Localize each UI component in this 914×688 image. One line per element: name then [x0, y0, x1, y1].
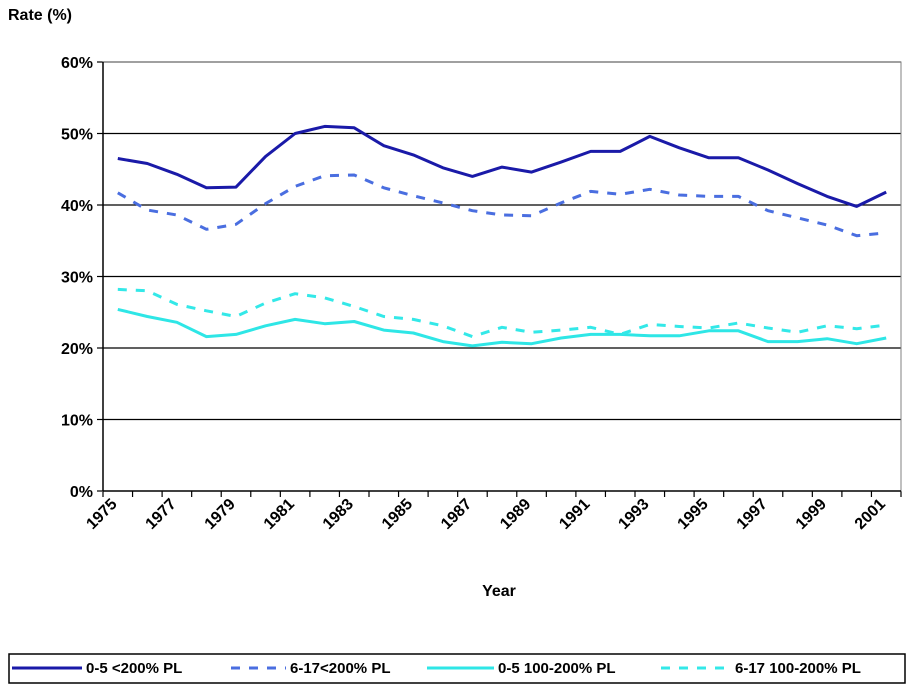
y-tick-label: 30%: [61, 270, 93, 287]
legend-label-4: 6-17 100-200% PL: [735, 660, 861, 677]
legend-box: [8, 653, 906, 684]
x-tick-label: 1993: [615, 496, 652, 533]
series-line-4: [117, 287, 887, 339]
series-line-1: [117, 124, 887, 208]
series-lines: [117, 124, 887, 348]
x-tick-label: 1983: [320, 496, 357, 533]
x-axis-title: Year: [482, 583, 516, 600]
x-tick-label: 1991: [556, 496, 593, 533]
x-tick-label: 1979: [202, 496, 239, 533]
x-tick-label: 2001: [852, 496, 889, 533]
x-tick-label: 1995: [675, 496, 712, 533]
legend: 0-5 <200% PL 6-17<200% PL 0-5 100-200% PL 6…: [8, 653, 906, 684]
y-tick-label: 60%: [61, 55, 93, 72]
y-tick-label: 10%: [61, 413, 93, 430]
x-tick-label: 1975: [83, 496, 120, 533]
y-axis-title: Rate (%): [8, 7, 72, 24]
x-tick-label: 1989: [497, 496, 534, 533]
y-tick-label: 50%: [61, 127, 93, 144]
x-tick-label: 1985: [379, 496, 416, 533]
axes: [102, 61, 902, 492]
legend-label-2: 6-17<200% PL: [290, 660, 390, 677]
y-tick-label: 40%: [61, 198, 93, 215]
y-tick-label: 0%: [70, 484, 93, 501]
x-tick-label: 1977: [143, 496, 180, 533]
x-tick-label: 1981: [261, 496, 298, 533]
x-tick-label: 1999: [793, 496, 830, 533]
x-tick-label: 1997: [734, 496, 771, 533]
gridlines: [103, 61, 901, 421]
x-axis-ticks: 1975 1977 1979 1981 1983 1985 1987 1989 1991 1993…: [83, 491, 902, 533]
legend-label-3: 0-5 100-200% PL: [498, 660, 616, 677]
y-tick-label: 20%: [61, 341, 93, 358]
series-line-3: [117, 307, 887, 348]
y-axis-ticks: 0% 10% 20% 30% 40% 50% 60%: [61, 55, 103, 501]
x-tick-label: 1987: [438, 496, 475, 533]
legend-label-1: 0-5 <200% PL: [86, 660, 182, 677]
